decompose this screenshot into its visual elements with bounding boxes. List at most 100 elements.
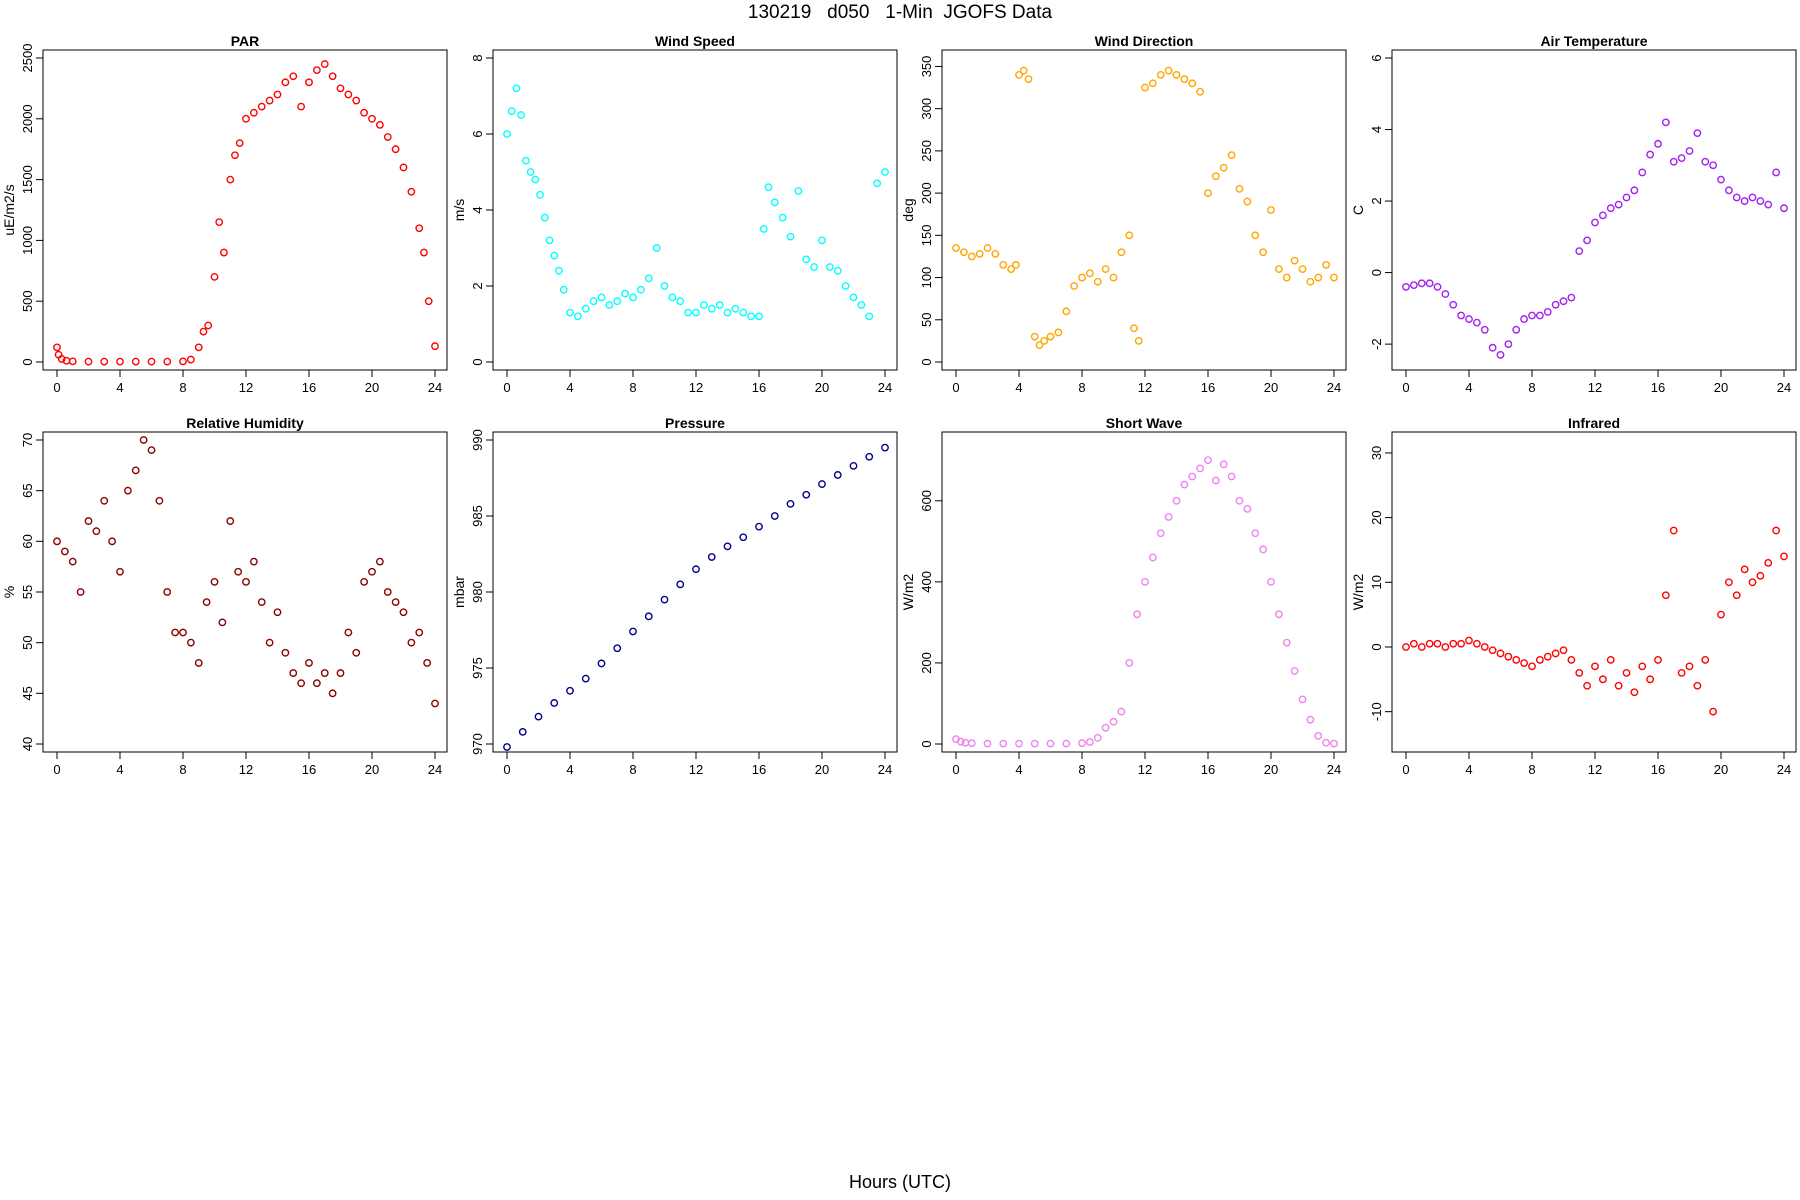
wind-direction-point — [1282, 273, 1291, 282]
wind-speed-point — [723, 308, 732, 317]
short-wave-point — [1290, 667, 1299, 675]
par-point — [210, 272, 219, 281]
pressure-ytick-label: 975 — [470, 657, 485, 679]
short-wave-xtick-label: 12 — [1138, 762, 1152, 777]
wind-speed-point — [652, 244, 661, 252]
pressure-point — [707, 553, 716, 561]
par-point — [289, 72, 298, 81]
pressure-xtick-label: 24 — [878, 762, 892, 777]
infrared-point — [1732, 591, 1741, 600]
wind-direction-point — [1040, 336, 1049, 345]
wind-speed-point — [531, 175, 540, 184]
short-wave-title: Short Wave — [1106, 415, 1183, 431]
air-temperature-ytick-label: 2 — [1369, 197, 1384, 204]
par-point — [131, 357, 140, 366]
wind-speed-ytick-label: 0 — [470, 358, 485, 365]
par-point — [420, 248, 428, 257]
wind-direction-point — [1015, 70, 1023, 79]
short-wave-points — [952, 456, 1338, 748]
par-point — [204, 321, 213, 330]
short-wave-point — [1274, 610, 1283, 619]
par-point — [415, 224, 424, 233]
relative-humidity-ytick-label: 60 — [20, 534, 35, 548]
air-temperature-point — [1402, 282, 1410, 291]
wind-direction-ylabel: deg — [900, 198, 916, 221]
wind-direction-point — [1125, 231, 1134, 240]
wind-direction-point — [1134, 336, 1143, 345]
wind-direction-ytick-label: 150 — [919, 224, 934, 246]
air-temperature-point — [1598, 211, 1607, 220]
relative-humidity-point — [84, 517, 93, 525]
air-temperature-point — [1583, 236, 1592, 245]
infrared-point — [1512, 656, 1521, 664]
panel-wind-direction: Wind Direction 0 4 8 12 16 20 24 0 50 100 150 200 250… — [900, 33, 1347, 395]
infrared-point — [1661, 591, 1670, 600]
pressure-frame — [492, 431, 898, 753]
short-wave-point — [1306, 715, 1315, 724]
wind-direction-point — [1011, 260, 1020, 269]
relative-humidity-point — [210, 577, 219, 586]
air-temperature-point — [1756, 197, 1765, 205]
relative-humidity-point — [320, 669, 329, 677]
air-temperature-point — [1543, 308, 1552, 316]
short-wave-point — [1314, 731, 1323, 740]
infrared-point — [1638, 662, 1647, 671]
par-point — [273, 90, 282, 99]
air-temperature-xtick-label: 8 — [1528, 380, 1535, 395]
par-xtick-label: 16 — [302, 380, 316, 395]
infrared-point — [1409, 639, 1418, 648]
wind-speed-point — [747, 312, 756, 321]
short-wave-xtick-label: 8 — [1078, 762, 1085, 777]
short-wave-point — [1030, 739, 1039, 748]
par-point — [344, 90, 353, 99]
relative-humidity-point — [273, 608, 282, 617]
air-temperature-point — [1661, 118, 1670, 127]
infrared-xtick-label: 20 — [1714, 762, 1728, 777]
air-temperature-point — [1480, 325, 1489, 334]
short-wave-point — [967, 739, 976, 748]
wind-direction-point — [1054, 328, 1063, 337]
infrared-point — [1567, 656, 1576, 664]
infrared-point — [1425, 639, 1434, 648]
wind-direction-xtick-label: 12 — [1138, 380, 1152, 395]
wind-speed-point — [573, 312, 582, 321]
par-ytick-label: 500 — [20, 290, 35, 312]
relative-humidity-point — [163, 588, 172, 596]
infrared-xtick-label: 8 — [1528, 762, 1535, 777]
wind-direction-point — [1148, 79, 1157, 88]
par-point — [257, 102, 266, 111]
air-temperature-ylabel: C — [1350, 205, 1366, 215]
infrared-point — [1528, 662, 1536, 671]
infrared-point — [1543, 652, 1552, 661]
wind-speed-point — [660, 282, 669, 290]
relative-humidity-point — [360, 577, 369, 586]
wind-direction-point — [959, 248, 968, 257]
short-wave-xtick-label: 4 — [1015, 762, 1022, 777]
air-temperature-point — [1772, 168, 1781, 177]
wind-direction-point — [1314, 273, 1323, 282]
relative-humidity-point — [108, 537, 117, 546]
par-ytick-label: 2000 — [20, 104, 35, 133]
par-xtick-label: 20 — [365, 380, 379, 395]
wind-direction-points — [952, 66, 1338, 350]
infrared-point — [1622, 668, 1631, 677]
wind-speed-xtick-label: 20 — [815, 380, 829, 395]
wind-direction-point — [999, 260, 1008, 269]
short-wave-point — [1101, 723, 1110, 732]
infrared-point — [1472, 639, 1481, 648]
pressure-point — [550, 699, 559, 707]
pressure-ytick-label: 970 — [470, 733, 485, 755]
pressure-ytick-label: 985 — [470, 505, 485, 527]
wind-direction-xtick-label: 4 — [1015, 380, 1022, 395]
wind-direction-ytick-label: 50 — [919, 313, 934, 327]
wind-direction-point — [1156, 70, 1165, 79]
wind-direction-point — [1078, 273, 1086, 282]
relative-humidity-point — [336, 669, 345, 677]
relative-humidity-point — [186, 638, 195, 647]
wind-speed-xtick-label: 16 — [752, 380, 766, 395]
wind-speed-point — [778, 213, 787, 222]
par-point — [375, 120, 384, 129]
short-wave-point — [956, 737, 965, 746]
